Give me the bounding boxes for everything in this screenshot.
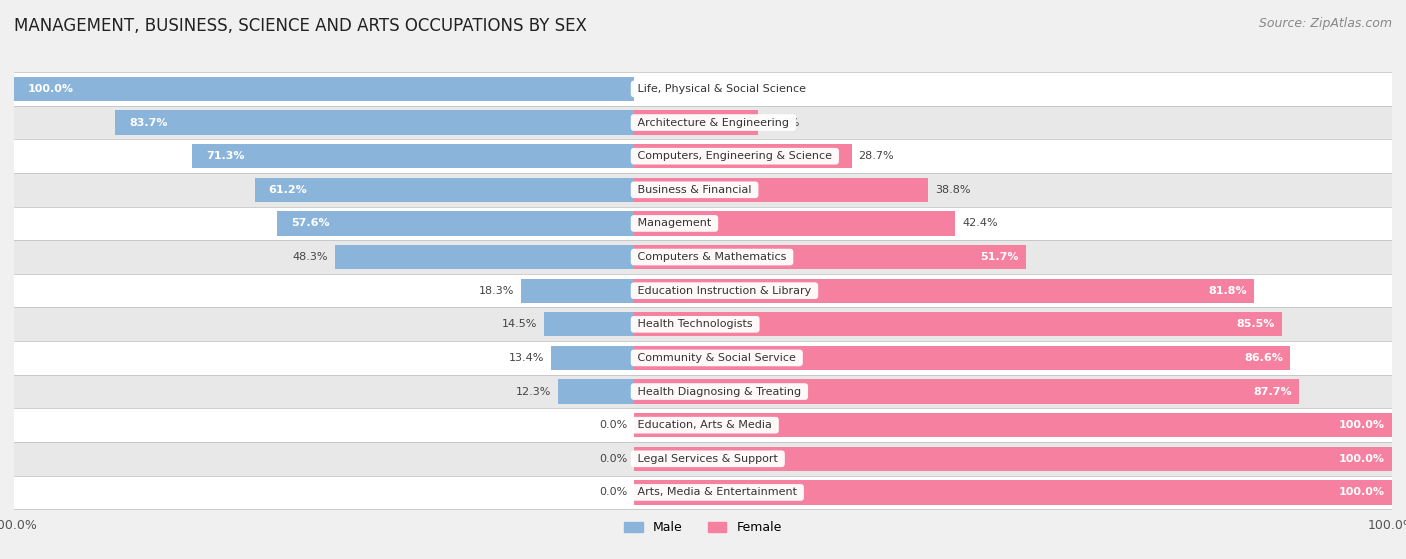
Bar	[634, 211, 956, 235]
Text: 81.8%: 81.8%	[1209, 286, 1247, 296]
Text: Arts, Media & Entertainment: Arts, Media & Entertainment	[634, 487, 800, 498]
Bar	[634, 346, 1291, 370]
Text: 48.3%: 48.3%	[292, 252, 328, 262]
Text: Health Technologists: Health Technologists	[634, 319, 756, 329]
Text: 100.0%: 100.0%	[28, 84, 75, 94]
Bar	[14, 139, 1392, 173]
Text: 18.3%: 18.3%	[478, 286, 513, 296]
Bar	[14, 207, 1392, 240]
Bar	[14, 442, 1392, 476]
Text: 100.0%: 100.0%	[1339, 420, 1385, 430]
Text: 0.0%: 0.0%	[599, 487, 627, 498]
Text: 16.4%: 16.4%	[765, 117, 800, 127]
Bar	[634, 245, 1026, 269]
Bar	[14, 341, 1392, 375]
Text: 85.5%: 85.5%	[1237, 319, 1275, 329]
Bar	[14, 375, 1392, 409]
Text: 0.0%: 0.0%	[599, 420, 627, 430]
Bar	[14, 106, 1392, 139]
Text: Computers, Engineering & Science: Computers, Engineering & Science	[634, 151, 835, 161]
Bar	[634, 312, 1282, 337]
Text: 100.0%: 100.0%	[1339, 454, 1385, 464]
Bar	[14, 409, 1392, 442]
Text: 42.4%: 42.4%	[962, 219, 998, 229]
Text: MANAGEMENT, BUSINESS, SCIENCE AND ARTS OCCUPATIONS BY SEX: MANAGEMENT, BUSINESS, SCIENCE AND ARTS O…	[14, 17, 586, 35]
Text: 38.8%: 38.8%	[935, 185, 970, 195]
Text: Business & Financial: Business & Financial	[634, 185, 755, 195]
Bar	[634, 480, 1392, 505]
Bar	[634, 111, 758, 135]
Bar	[558, 380, 634, 404]
Bar	[14, 72, 1392, 106]
Text: Architecture & Engineering: Architecture & Engineering	[634, 117, 793, 127]
Bar	[520, 278, 634, 303]
Bar	[634, 178, 928, 202]
Text: 12.3%: 12.3%	[516, 387, 551, 396]
Text: Community & Social Service: Community & Social Service	[634, 353, 800, 363]
Text: 0.0%: 0.0%	[641, 84, 669, 94]
Bar	[335, 245, 634, 269]
Text: Legal Services & Support: Legal Services & Support	[634, 454, 782, 464]
Bar	[14, 274, 1392, 307]
Text: Management: Management	[634, 219, 714, 229]
Text: 61.2%: 61.2%	[269, 185, 307, 195]
Bar	[14, 77, 634, 101]
Legend: Male, Female: Male, Female	[619, 517, 787, 539]
Bar	[115, 111, 634, 135]
Text: Life, Physical & Social Science: Life, Physical & Social Science	[634, 84, 810, 94]
Bar	[193, 144, 634, 168]
Bar	[551, 346, 634, 370]
Bar	[634, 447, 1392, 471]
Text: 51.7%: 51.7%	[980, 252, 1019, 262]
Text: 71.3%: 71.3%	[205, 151, 245, 161]
Text: 0.0%: 0.0%	[599, 454, 627, 464]
Text: 28.7%: 28.7%	[859, 151, 894, 161]
Bar	[14, 173, 1392, 207]
Text: Education, Arts & Media: Education, Arts & Media	[634, 420, 776, 430]
Bar	[634, 413, 1392, 437]
Text: Source: ZipAtlas.com: Source: ZipAtlas.com	[1258, 17, 1392, 30]
Bar	[14, 240, 1392, 274]
Bar	[14, 307, 1392, 341]
Bar	[14, 476, 1392, 509]
Text: 86.6%: 86.6%	[1244, 353, 1284, 363]
Bar	[634, 380, 1299, 404]
Text: 83.7%: 83.7%	[129, 117, 167, 127]
Text: Health Diagnosing & Treating: Health Diagnosing & Treating	[634, 387, 804, 396]
Text: Computers & Mathematics: Computers & Mathematics	[634, 252, 790, 262]
Text: 87.7%: 87.7%	[1253, 387, 1292, 396]
Text: 57.6%: 57.6%	[291, 219, 329, 229]
Text: 14.5%: 14.5%	[502, 319, 537, 329]
Text: Education Instruction & Library: Education Instruction & Library	[634, 286, 815, 296]
Bar	[544, 312, 634, 337]
Bar	[634, 144, 852, 168]
Bar	[277, 211, 634, 235]
Bar	[254, 178, 634, 202]
Bar	[634, 278, 1254, 303]
Text: 13.4%: 13.4%	[509, 353, 544, 363]
Text: 100.0%: 100.0%	[1339, 487, 1385, 498]
